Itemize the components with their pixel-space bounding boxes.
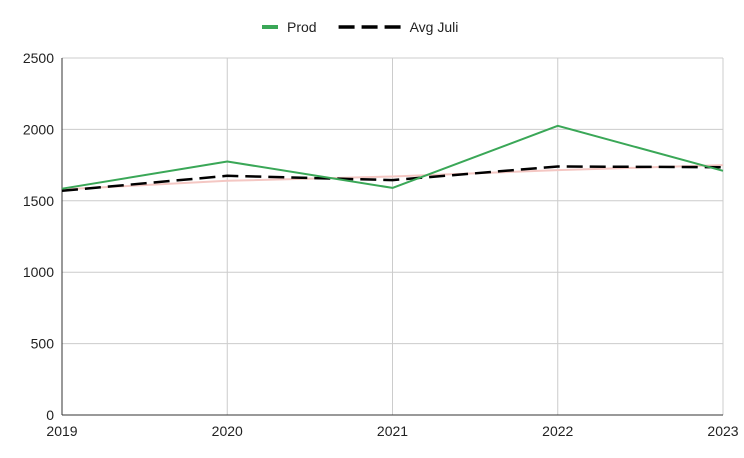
x-tick-label: 2021 xyxy=(377,423,408,439)
series-line-1 xyxy=(61,165,724,193)
y-tick-labels: 0 500 1000 1500 2000 2500 xyxy=(23,50,54,423)
x-tick-label: 2019 xyxy=(46,423,77,439)
x-tick-label: 2023 xyxy=(707,423,738,439)
y-tick-label: 2500 xyxy=(23,50,54,66)
series-line-0 xyxy=(61,124,724,190)
y-tick-label: 0 xyxy=(46,407,54,423)
legend-label-1: Avg Juli xyxy=(410,19,459,35)
legend-label-0: Prod xyxy=(287,19,317,35)
x-tick-labels: 2019 2020 2021 2022 2023 xyxy=(46,423,738,439)
series-line-2 xyxy=(61,164,724,191)
axes xyxy=(61,58,723,416)
y-tick-label: 500 xyxy=(31,336,55,352)
legend: Prod Avg Juli xyxy=(262,19,458,35)
y-tick-label: 2000 xyxy=(23,121,54,137)
grid-lines xyxy=(62,57,724,415)
series-lines xyxy=(61,124,724,193)
y-tick-label: 1500 xyxy=(23,193,54,209)
x-tick-label: 2020 xyxy=(212,423,243,439)
x-tick-label: 2022 xyxy=(542,423,573,439)
y-tick-label: 1000 xyxy=(23,264,54,280)
